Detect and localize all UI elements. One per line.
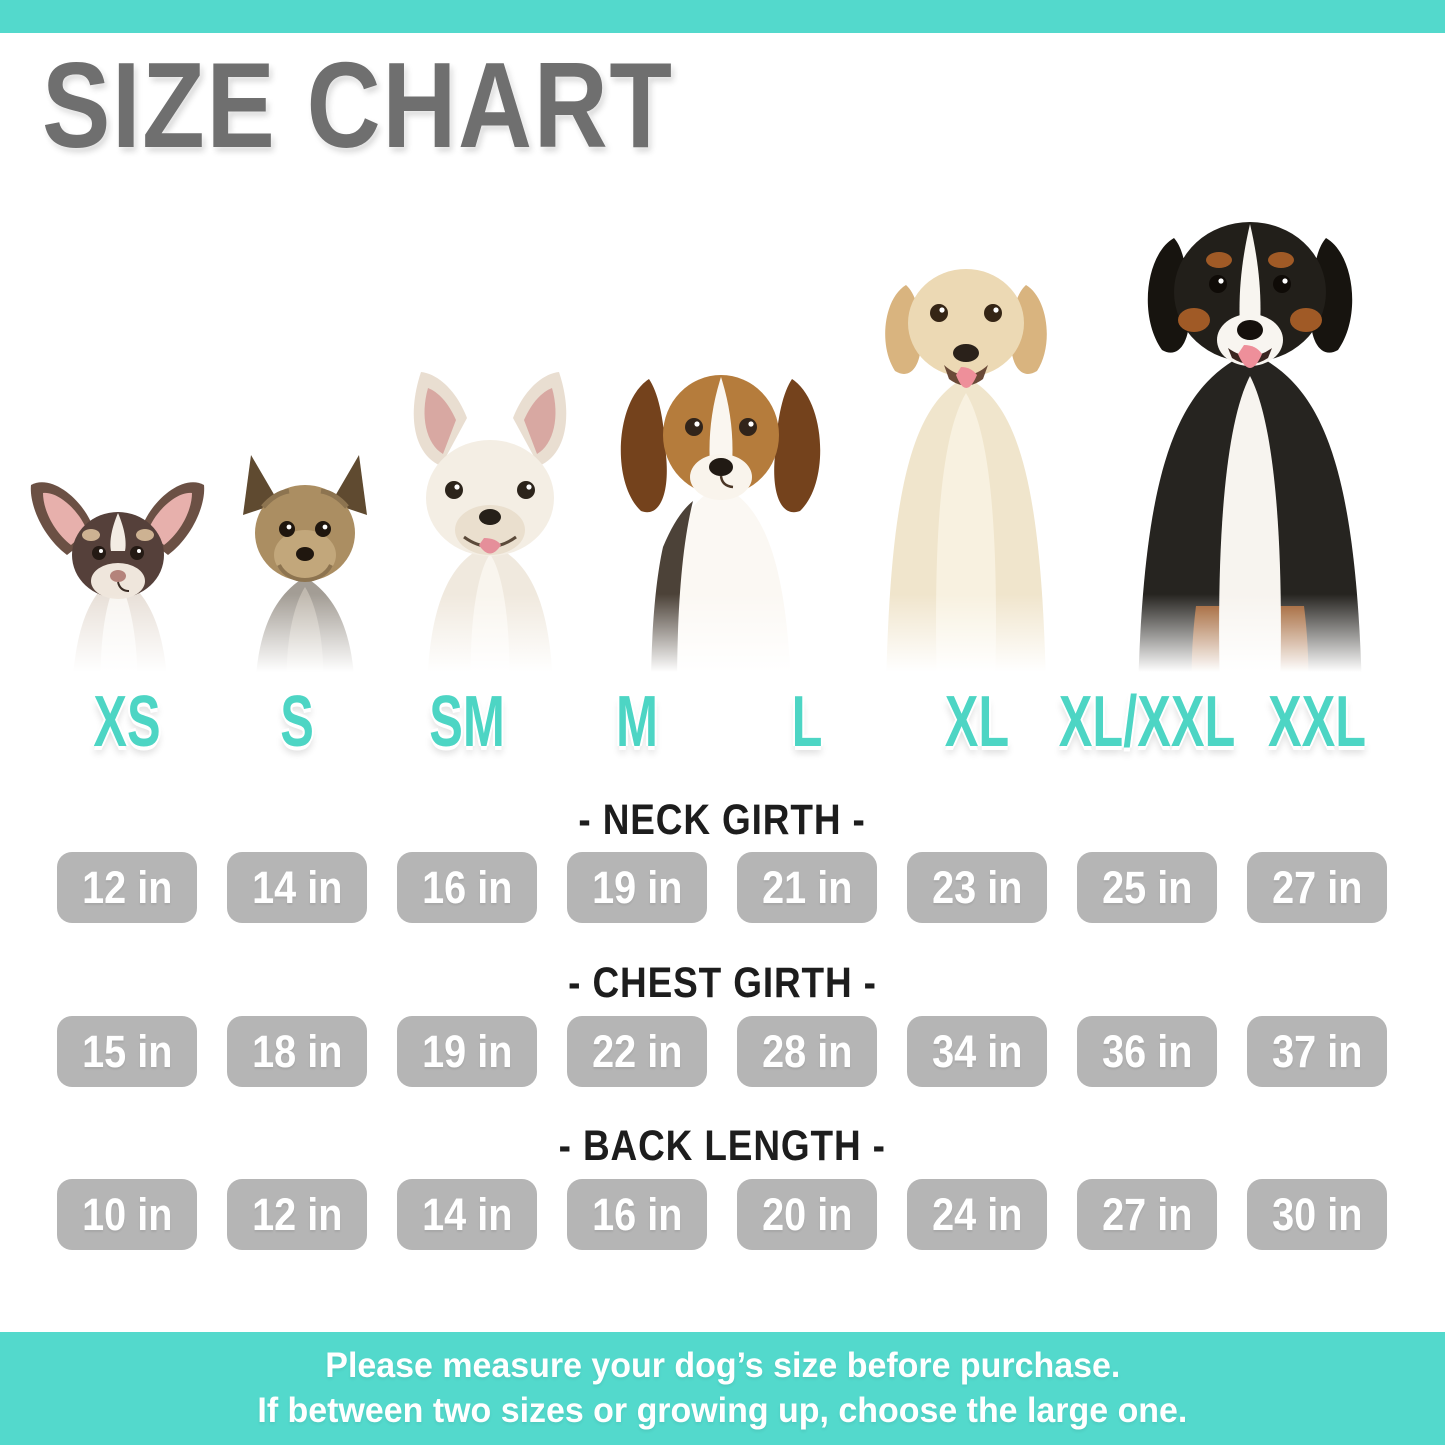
size-label-xl: XL <box>944 682 1010 762</box>
neck-girth-badge-xl-xxl: 25 in <box>1077 852 1217 923</box>
neck-girth-heading: - NECK GIRTH - <box>578 796 867 844</box>
back-length-row: 10 in 12 in 14 in 16 in 20 in 24 in 27 i… <box>57 1179 1387 1250</box>
neck-girth-badge-m: 19 in <box>567 852 707 923</box>
chest-girth-badge-m: 22 in <box>567 1016 707 1087</box>
back-length-badge-xl: 24 in <box>907 1179 1047 1250</box>
neck-girth-badge-xs: 12 in <box>57 852 197 923</box>
footer-line-1: Please measure your dog’s size before pu… <box>324 1345 1121 1385</box>
footer-line-2: If between two sizes or growing up, choo… <box>257 1391 1188 1430</box>
top-accent-bar <box>0 0 1445 33</box>
neck-girth-badge-sm: 16 in <box>397 852 537 923</box>
neck-girth-badge-s: 14 in <box>227 852 367 923</box>
back-length-badge-m: 16 in <box>567 1179 707 1250</box>
size-label-xxl: XXL <box>1267 682 1367 762</box>
neck-girth-badge-xxl: 27 in <box>1247 852 1387 923</box>
neck-girth-badge-xl: 23 in <box>907 852 1047 923</box>
back-length-badge-xs: 10 in <box>57 1179 197 1250</box>
back-length-badge-s: 12 in <box>227 1179 367 1250</box>
chest-girth-badge-xxl: 37 in <box>1247 1016 1387 1087</box>
footer-note: Please measure your dog’s size before pu… <box>0 1332 1445 1445</box>
page-title: SIZE CHART <box>42 37 674 173</box>
size-label-xl-xxl: XL/XXL <box>1058 682 1236 762</box>
neck-girth-badge-l: 21 in <box>737 852 877 923</box>
chest-girth-badge-xs: 15 in <box>57 1016 197 1087</box>
size-labels-row: XS S SM M L XL XL/XXL XXL <box>57 684 1387 760</box>
size-label-s: S <box>280 682 314 762</box>
size-label-xs: XS <box>93 682 161 762</box>
back-length-badge-l: 20 in <box>737 1179 877 1250</box>
chest-girth-badge-s: 18 in <box>227 1016 367 1087</box>
back-length-heading: - BACK LENGTH - <box>558 1122 887 1170</box>
back-length-badge-sm: 14 in <box>397 1179 537 1250</box>
chest-girth-heading: - CHEST GIRTH - <box>568 959 877 1007</box>
size-label-sm: SM <box>429 682 505 762</box>
bottom-fade-overlay <box>0 594 1445 694</box>
size-label-m: M <box>615 682 658 762</box>
back-length-badge-xxl: 30 in <box>1247 1179 1387 1250</box>
chest-girth-badge-xl-xxl: 36 in <box>1077 1016 1217 1087</box>
dog-lineup <box>0 140 1445 694</box>
chest-girth-row: 15 in 18 in 19 in 22 in 28 in 34 in 36 i… <box>57 1016 1387 1087</box>
chest-girth-badge-l: 28 in <box>737 1016 877 1087</box>
size-label-l: L <box>791 682 823 762</box>
neck-girth-row: 12 in 14 in 16 in 19 in 21 in 23 in 25 i… <box>57 852 1387 923</box>
back-length-badge-xl-xxl: 27 in <box>1077 1179 1217 1250</box>
chest-girth-badge-sm: 19 in <box>397 1016 537 1087</box>
chest-girth-badge-xl: 34 in <box>907 1016 1047 1087</box>
